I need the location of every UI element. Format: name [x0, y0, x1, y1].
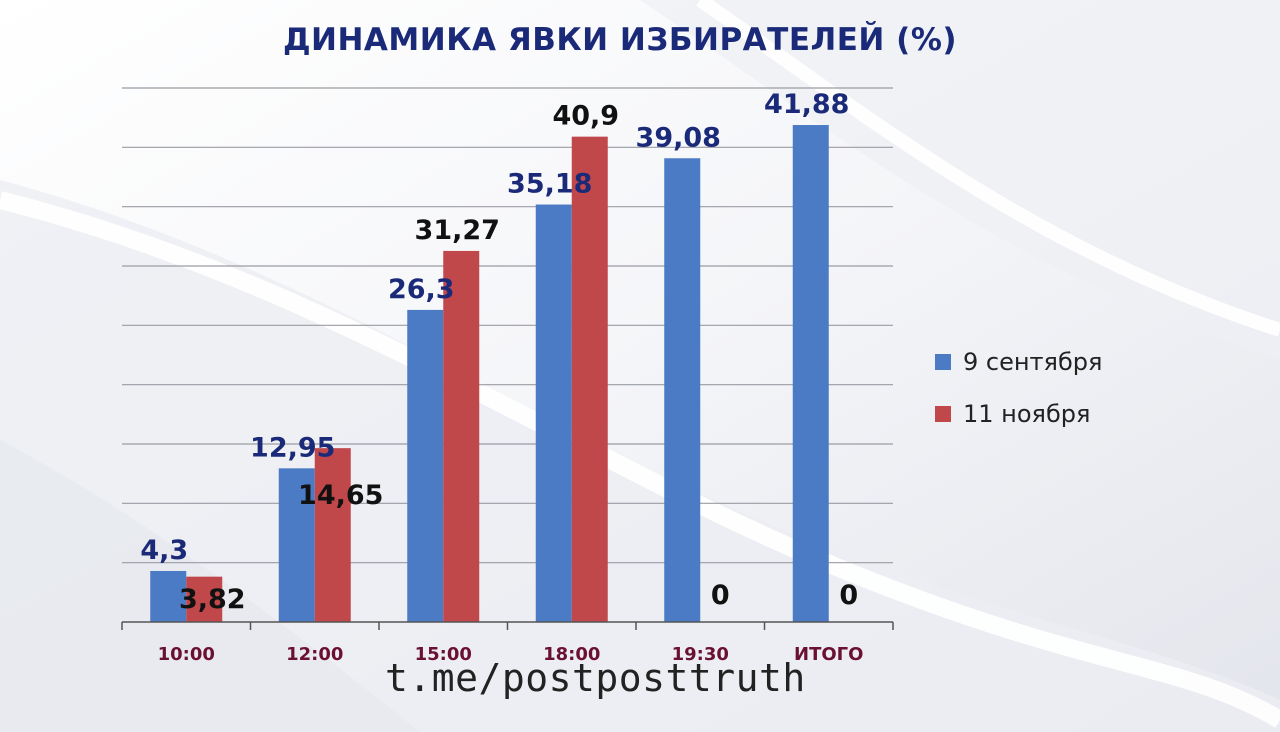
bar-series-2	[186, 576, 223, 622]
bar-series-1	[150, 570, 187, 622]
data-label: 26,3	[388, 274, 455, 305]
bar-series-1	[664, 158, 701, 622]
data-label: 39,08	[636, 122, 721, 153]
data-label: 12,95	[250, 432, 335, 463]
legend-label: 11 ноября	[963, 400, 1091, 428]
bar-series-2	[571, 136, 608, 623]
category-label: 18:00	[543, 644, 600, 665]
category-label: ИТОГО	[794, 644, 863, 665]
data-label: 40,9	[552, 101, 619, 132]
watermark: t.me/postposttruth	[385, 656, 806, 700]
legend: 9 сентября 11 ноября	[935, 336, 1102, 440]
data-label: 0	[839, 580, 858, 611]
legend-swatch	[935, 406, 951, 422]
x-axis	[121, 621, 894, 630]
data-label: 35,18	[507, 169, 592, 200]
legend-swatch	[935, 354, 951, 370]
data-label: 0	[711, 580, 730, 611]
data-label: 14,65	[298, 480, 383, 511]
bar-series-1	[792, 125, 829, 623]
data-label: 41,88	[764, 89, 849, 120]
bar-series-1	[535, 204, 572, 622]
gridlines	[122, 87, 893, 564]
category-label: 15:00	[415, 644, 472, 665]
bar-series-2	[314, 448, 351, 622]
category-labels: 10:00 12:00 15:00 18:00 19:30 ИТОГО	[158, 644, 864, 665]
legend-item-series-1: 9 сентября	[935, 336, 1102, 388]
data-label: 31,27	[415, 215, 500, 246]
category-label: 10:00	[158, 644, 215, 665]
category-label: 12:00	[286, 644, 343, 665]
data-label: 4,3	[140, 535, 188, 566]
chart-title: ДИНАМИКА ЯВКИ ИЗБИРАТЕЛЕЙ (%)	[282, 22, 958, 58]
data-labels: 4,3 12,95 26,3 35,18 39,08 41,88 3,82 14,65 31,2…	[140, 89, 858, 615]
category-label: 19:30	[672, 644, 729, 665]
bar-series-2	[443, 250, 480, 623]
bar-series-1	[407, 309, 444, 622]
legend-item-series-2: 11 ноября	[935, 388, 1102, 440]
data-label: 3,82	[179, 584, 246, 615]
legend-label: 9 сентября	[963, 348, 1103, 376]
bars	[150, 125, 829, 623]
bar-series-1	[278, 468, 315, 622]
